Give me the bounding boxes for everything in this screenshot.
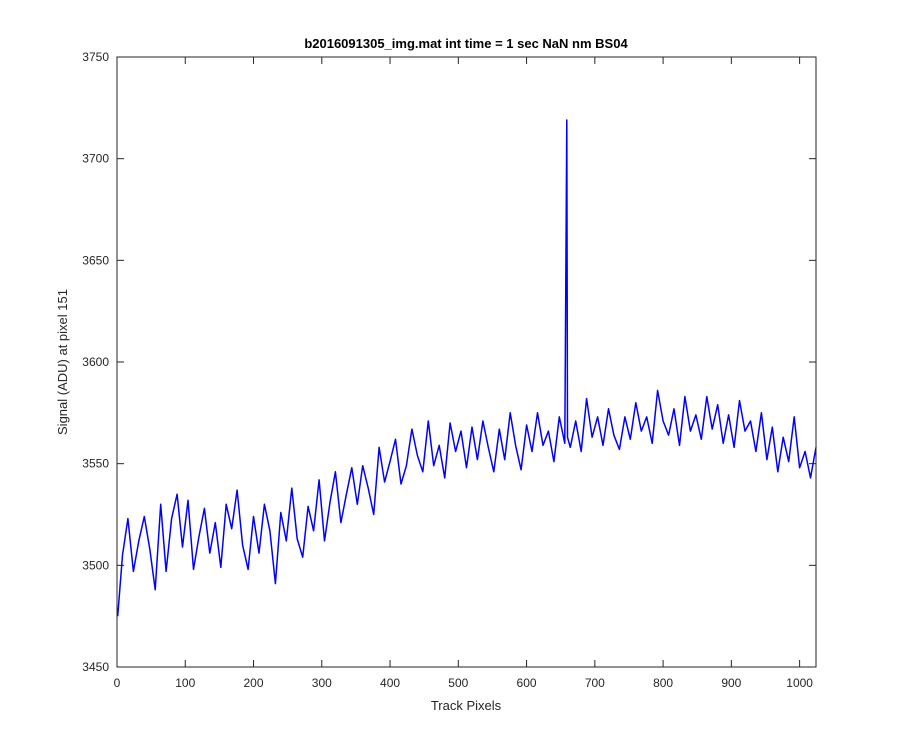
y-tick-label: 3550 <box>82 457 109 471</box>
x-tick-label: 1000 <box>786 676 813 690</box>
x-tick-label: 800 <box>653 676 673 690</box>
y-tick-label: 3650 <box>82 253 109 267</box>
x-tick-label: 100 <box>175 676 195 690</box>
x-tick-label: 700 <box>585 676 605 690</box>
x-tick-label: 300 <box>312 676 332 690</box>
x-tick-label: 400 <box>380 676 400 690</box>
y-tick-label: 3600 <box>82 355 109 369</box>
chart-title: b2016091305_img.mat int time = 1 sec NaN… <box>304 36 628 51</box>
signal-series-line <box>116 119 817 617</box>
axes-box <box>116 56 817 668</box>
y-tick-label: 3700 <box>82 152 109 166</box>
x-tick-label: 200 <box>244 676 264 690</box>
axis-ticks: 0 100 200 300 400 500 600 700 800 900 1000 3450 3500… <box>82 50 816 690</box>
y-tick-label: 3450 <box>82 660 109 674</box>
y-axis-title: Signal (ADU) at pixel 151 <box>55 289 70 435</box>
series-group <box>116 119 817 617</box>
x-tick-label: 0 <box>114 676 121 690</box>
y-tick-label: 3750 <box>82 50 109 64</box>
x-tick-label: 600 <box>517 676 537 690</box>
x-tick-label: 900 <box>721 676 741 690</box>
plot-area <box>117 57 816 667</box>
x-tick-label: 500 <box>448 676 468 690</box>
x-axis-title: Track Pixels <box>431 698 502 713</box>
y-tick-label: 3500 <box>82 558 109 572</box>
